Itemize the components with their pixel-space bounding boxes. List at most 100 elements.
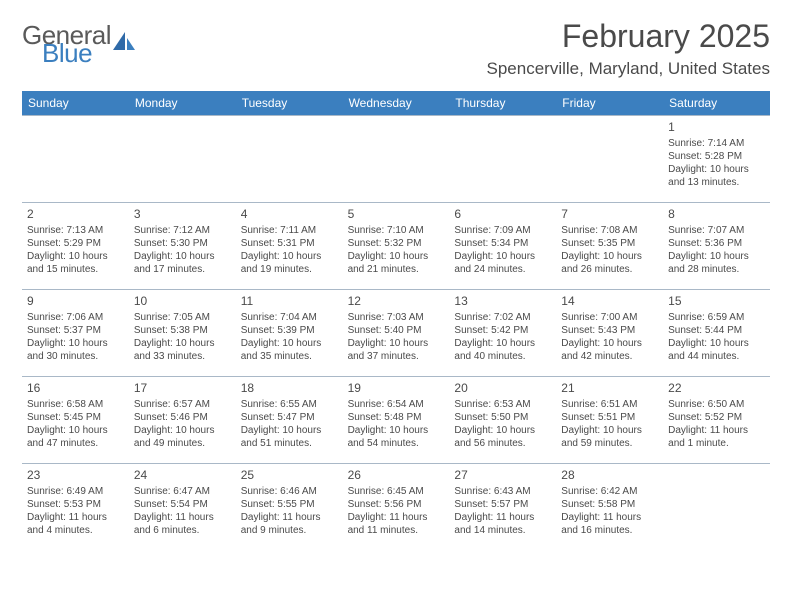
sunset-text: Sunset: 5:46 PM — [134, 411, 231, 424]
sunrise-text: Sunrise: 7:13 AM — [27, 224, 124, 237]
daylight-text: Daylight: 11 hours and 16 minutes. — [561, 511, 658, 537]
daylight-text: Daylight: 10 hours and 33 minutes. — [134, 337, 231, 363]
day-number: 22 — [668, 381, 765, 397]
day-number: 14 — [561, 294, 658, 310]
day-number: 21 — [561, 381, 658, 397]
sunset-text: Sunset: 5:53 PM — [27, 498, 124, 511]
day-number: 19 — [348, 381, 445, 397]
brand-text: General Blue — [22, 24, 111, 64]
day-cell: 15Sunrise: 6:59 AMSunset: 5:44 PMDayligh… — [663, 290, 770, 376]
sunrise-text: Sunrise: 6:59 AM — [668, 311, 765, 324]
sunset-text: Sunset: 5:28 PM — [668, 150, 765, 163]
day-cell: 26Sunrise: 6:45 AMSunset: 5:56 PMDayligh… — [343, 464, 450, 550]
sunset-text: Sunset: 5:35 PM — [561, 237, 658, 250]
sunset-text: Sunset: 5:52 PM — [668, 411, 765, 424]
day-number: 18 — [241, 381, 338, 397]
sunrise-text: Sunrise: 6:58 AM — [27, 398, 124, 411]
day-number: 28 — [561, 468, 658, 484]
day-cell-empty — [449, 116, 556, 202]
weeks-grid: 1Sunrise: 7:14 AMSunset: 5:28 PMDaylight… — [22, 115, 770, 550]
title-block: February 2025 Spencerville, Maryland, Un… — [487, 18, 770, 79]
sunset-text: Sunset: 5:55 PM — [241, 498, 338, 511]
sunset-text: Sunset: 5:56 PM — [348, 498, 445, 511]
day-cell: 2Sunrise: 7:13 AMSunset: 5:29 PMDaylight… — [22, 203, 129, 289]
day-cell: 23Sunrise: 6:49 AMSunset: 5:53 PMDayligh… — [22, 464, 129, 550]
day-cell: 10Sunrise: 7:05 AMSunset: 5:38 PMDayligh… — [129, 290, 236, 376]
sunset-text: Sunset: 5:48 PM — [348, 411, 445, 424]
sunrise-text: Sunrise: 6:54 AM — [348, 398, 445, 411]
sunrise-text: Sunrise: 6:51 AM — [561, 398, 658, 411]
daylight-text: Daylight: 10 hours and 24 minutes. — [454, 250, 551, 276]
daylight-text: Daylight: 10 hours and 59 minutes. — [561, 424, 658, 450]
sail-icon — [111, 30, 137, 59]
sunset-text: Sunset: 5:43 PM — [561, 324, 658, 337]
dow-cell: Friday — [556, 91, 663, 115]
daylight-text: Daylight: 10 hours and 51 minutes. — [241, 424, 338, 450]
day-cell: 16Sunrise: 6:58 AMSunset: 5:45 PMDayligh… — [22, 377, 129, 463]
daylight-text: Daylight: 10 hours and 35 minutes. — [241, 337, 338, 363]
day-number: 15 — [668, 294, 765, 310]
dow-cell: Tuesday — [236, 91, 343, 115]
sunrise-text: Sunrise: 7:03 AM — [348, 311, 445, 324]
header: General Blue February 2025 Spencerville,… — [22, 18, 770, 79]
month-title: February 2025 — [487, 18, 770, 55]
brand-line2: Blue — [42, 42, 111, 64]
day-cell: 28Sunrise: 6:42 AMSunset: 5:58 PMDayligh… — [556, 464, 663, 550]
sunrise-text: Sunrise: 6:49 AM — [27, 485, 124, 498]
dow-cell: Saturday — [663, 91, 770, 115]
day-number: 6 — [454, 207, 551, 223]
sunrise-text: Sunrise: 7:09 AM — [454, 224, 551, 237]
day-cell: 7Sunrise: 7:08 AMSunset: 5:35 PMDaylight… — [556, 203, 663, 289]
sunrise-text: Sunrise: 6:42 AM — [561, 485, 658, 498]
day-cell-empty — [22, 116, 129, 202]
daylight-text: Daylight: 11 hours and 11 minutes. — [348, 511, 445, 537]
day-cell: 8Sunrise: 7:07 AMSunset: 5:36 PMDaylight… — [663, 203, 770, 289]
sunset-text: Sunset: 5:36 PM — [668, 237, 765, 250]
sunrise-text: Sunrise: 6:43 AM — [454, 485, 551, 498]
sunset-text: Sunset: 5:32 PM — [348, 237, 445, 250]
day-number: 17 — [134, 381, 231, 397]
daylight-text: Daylight: 10 hours and 47 minutes. — [27, 424, 124, 450]
day-cell: 25Sunrise: 6:46 AMSunset: 5:55 PMDayligh… — [236, 464, 343, 550]
dow-cell: Sunday — [22, 91, 129, 115]
daylight-text: Daylight: 10 hours and 15 minutes. — [27, 250, 124, 276]
day-number: 5 — [348, 207, 445, 223]
week-row: 1Sunrise: 7:14 AMSunset: 5:28 PMDaylight… — [22, 115, 770, 202]
daylight-text: Daylight: 10 hours and 37 minutes. — [348, 337, 445, 363]
day-number: 16 — [27, 381, 124, 397]
sunset-text: Sunset: 5:45 PM — [27, 411, 124, 424]
day-cell: 6Sunrise: 7:09 AMSunset: 5:34 PMDaylight… — [449, 203, 556, 289]
sunrise-text: Sunrise: 6:53 AM — [454, 398, 551, 411]
sunrise-text: Sunrise: 6:45 AM — [348, 485, 445, 498]
dow-cell: Wednesday — [343, 91, 450, 115]
sunrise-text: Sunrise: 7:06 AM — [27, 311, 124, 324]
sunrise-text: Sunrise: 7:08 AM — [561, 224, 658, 237]
day-cell: 19Sunrise: 6:54 AMSunset: 5:48 PMDayligh… — [343, 377, 450, 463]
day-cell-empty — [236, 116, 343, 202]
sunrise-text: Sunrise: 6:50 AM — [668, 398, 765, 411]
day-cell: 21Sunrise: 6:51 AMSunset: 5:51 PMDayligh… — [556, 377, 663, 463]
daylight-text: Daylight: 10 hours and 26 minutes. — [561, 250, 658, 276]
sunset-text: Sunset: 5:58 PM — [561, 498, 658, 511]
day-cell: 13Sunrise: 7:02 AMSunset: 5:42 PMDayligh… — [449, 290, 556, 376]
sunset-text: Sunset: 5:42 PM — [454, 324, 551, 337]
sunset-text: Sunset: 5:37 PM — [27, 324, 124, 337]
day-cell: 9Sunrise: 7:06 AMSunset: 5:37 PMDaylight… — [22, 290, 129, 376]
daylight-text: Daylight: 10 hours and 42 minutes. — [561, 337, 658, 363]
week-row: 2Sunrise: 7:13 AMSunset: 5:29 PMDaylight… — [22, 202, 770, 289]
day-number: 23 — [27, 468, 124, 484]
daylight-text: Daylight: 11 hours and 1 minute. — [668, 424, 765, 450]
sunset-text: Sunset: 5:31 PM — [241, 237, 338, 250]
daylight-text: Daylight: 10 hours and 44 minutes. — [668, 337, 765, 363]
day-number: 2 — [27, 207, 124, 223]
calendar: SundayMondayTuesdayWednesdayThursdayFrid… — [22, 91, 770, 550]
sunset-text: Sunset: 5:38 PM — [134, 324, 231, 337]
sunrise-text: Sunrise: 6:57 AM — [134, 398, 231, 411]
week-row: 16Sunrise: 6:58 AMSunset: 5:45 PMDayligh… — [22, 376, 770, 463]
location: Spencerville, Maryland, United States — [487, 59, 770, 79]
sunrise-text: Sunrise: 6:55 AM — [241, 398, 338, 411]
day-number: 12 — [348, 294, 445, 310]
dow-cell: Thursday — [449, 91, 556, 115]
sunset-text: Sunset: 5:54 PM — [134, 498, 231, 511]
daylight-text: Daylight: 10 hours and 40 minutes. — [454, 337, 551, 363]
